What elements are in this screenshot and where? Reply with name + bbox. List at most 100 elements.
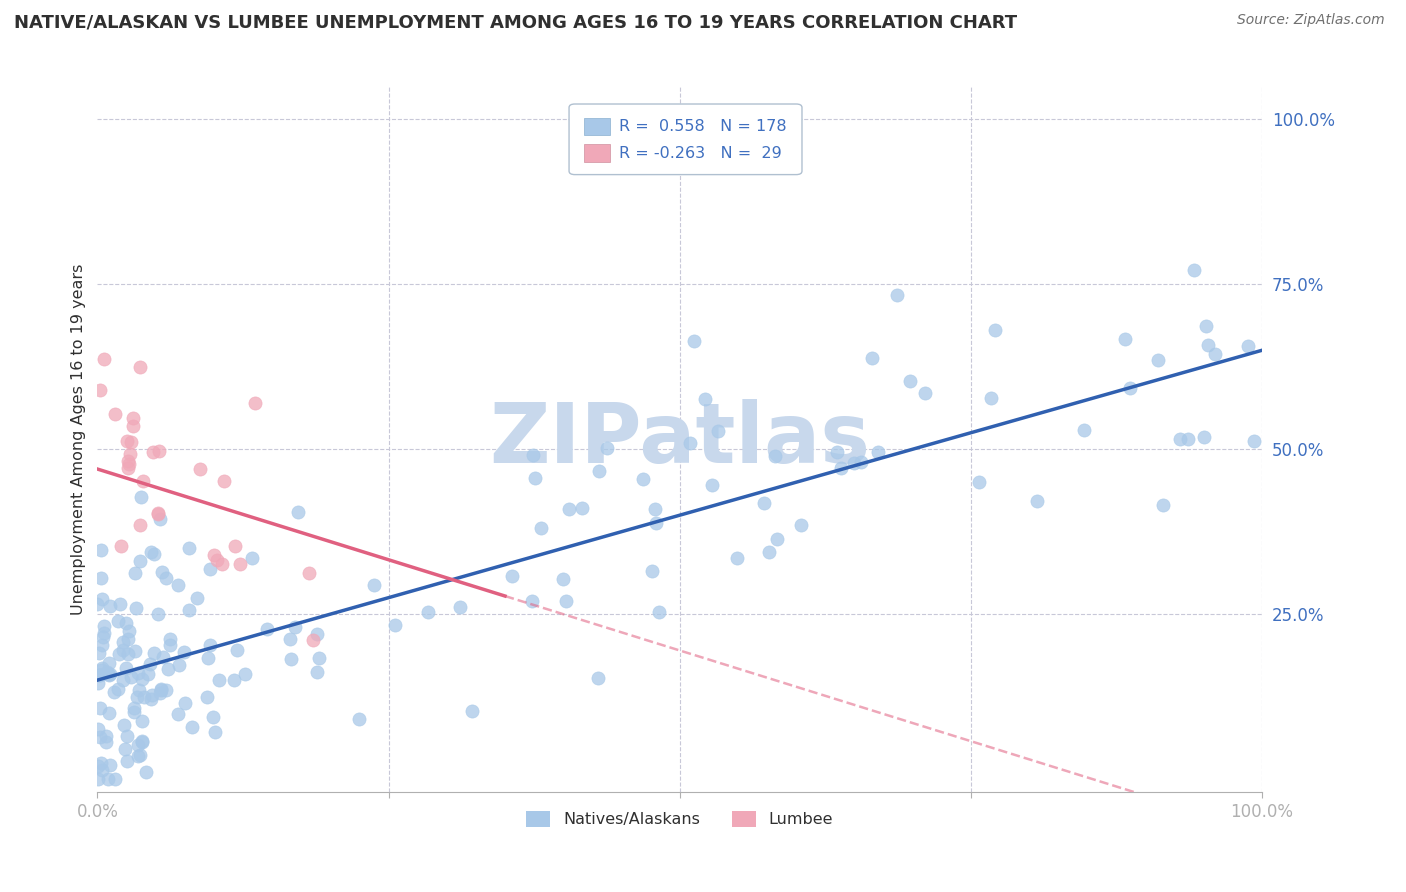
Point bbox=[842, 456, 865, 470]
Point bbox=[200, 639, 222, 653]
Point bbox=[115, 754, 138, 768]
Point bbox=[87, 667, 110, 681]
Point bbox=[633, 472, 655, 486]
Point bbox=[108, 647, 131, 661]
Point bbox=[87, 759, 110, 773]
Point bbox=[827, 445, 849, 459]
Point bbox=[127, 739, 149, 753]
Point bbox=[104, 772, 127, 786]
Point bbox=[122, 411, 145, 425]
Point bbox=[87, 676, 110, 690]
Point bbox=[138, 657, 160, 671]
Point bbox=[174, 696, 197, 710]
Point bbox=[131, 734, 153, 748]
Point bbox=[520, 594, 543, 608]
Point bbox=[180, 720, 202, 734]
Point bbox=[898, 374, 921, 388]
Point bbox=[150, 565, 173, 579]
Point bbox=[522, 448, 544, 462]
Point bbox=[179, 603, 201, 617]
Point bbox=[96, 665, 118, 679]
Point bbox=[86, 597, 108, 611]
Point bbox=[118, 457, 141, 471]
Point bbox=[125, 690, 148, 705]
Point bbox=[98, 668, 121, 682]
Point bbox=[129, 518, 152, 533]
Point bbox=[278, 632, 301, 647]
Point bbox=[108, 598, 131, 612]
Point bbox=[256, 622, 278, 636]
Point bbox=[555, 594, 578, 608]
Point bbox=[595, 441, 617, 455]
Point bbox=[980, 392, 1002, 406]
Point bbox=[1192, 430, 1215, 444]
Point bbox=[94, 729, 117, 743]
Point bbox=[127, 748, 149, 763]
Point bbox=[648, 605, 671, 619]
Point bbox=[114, 661, 136, 675]
Point bbox=[159, 638, 181, 652]
Point bbox=[298, 566, 321, 580]
Point bbox=[120, 434, 142, 449]
Point bbox=[530, 521, 553, 535]
Point bbox=[524, 471, 547, 485]
Point bbox=[830, 460, 852, 475]
Point bbox=[588, 671, 610, 685]
Point bbox=[167, 658, 190, 673]
Point bbox=[197, 650, 219, 665]
Point bbox=[195, 690, 218, 704]
Point bbox=[89, 701, 111, 715]
Point bbox=[110, 539, 132, 553]
Point bbox=[700, 477, 723, 491]
Point bbox=[201, 710, 224, 724]
Point bbox=[204, 725, 226, 739]
Text: NATIVE/ALASKAN VS LUMBEE UNEMPLOYMENT AMONG AGES 16 TO 19 YEARS CORRELATION CHAR: NATIVE/ALASKAN VS LUMBEE UNEMPLOYMENT AM… bbox=[14, 13, 1017, 31]
Point bbox=[86, 772, 108, 786]
Point bbox=[588, 464, 610, 478]
Point bbox=[1073, 423, 1095, 437]
Point bbox=[98, 667, 121, 681]
Point bbox=[707, 424, 730, 438]
Point bbox=[914, 385, 936, 400]
Point bbox=[644, 501, 666, 516]
Point bbox=[90, 763, 112, 777]
Point bbox=[212, 474, 235, 488]
Point bbox=[1204, 347, 1226, 361]
Point bbox=[644, 516, 666, 530]
FancyBboxPatch shape bbox=[583, 118, 610, 136]
Point bbox=[1026, 494, 1049, 508]
Point bbox=[1237, 339, 1260, 353]
Text: R =  0.558   N = 178: R = 0.558 N = 178 bbox=[619, 120, 787, 134]
Point bbox=[305, 665, 328, 680]
Point bbox=[114, 741, 136, 756]
Point bbox=[135, 765, 157, 780]
Point bbox=[1152, 498, 1174, 512]
Point bbox=[245, 396, 267, 410]
Point bbox=[127, 666, 149, 681]
Point bbox=[240, 551, 263, 566]
Point bbox=[1197, 338, 1219, 352]
Point bbox=[122, 701, 145, 715]
Point bbox=[107, 614, 129, 628]
Point bbox=[142, 444, 165, 458]
Point bbox=[222, 673, 245, 687]
Point bbox=[98, 657, 121, 671]
Point bbox=[177, 541, 200, 555]
Text: Source: ZipAtlas.com: Source: ZipAtlas.com bbox=[1237, 13, 1385, 28]
Point bbox=[849, 454, 872, 468]
Point bbox=[159, 632, 181, 646]
Point bbox=[553, 572, 575, 586]
Point bbox=[228, 557, 250, 571]
Point bbox=[1168, 433, 1191, 447]
Point bbox=[149, 511, 172, 525]
Point bbox=[128, 682, 150, 697]
Point bbox=[117, 632, 139, 647]
Point bbox=[141, 689, 163, 703]
Point bbox=[121, 419, 143, 434]
Point bbox=[129, 359, 152, 374]
Point bbox=[129, 490, 152, 504]
Point bbox=[155, 571, 177, 585]
Point bbox=[149, 681, 172, 696]
Point bbox=[1243, 434, 1265, 448]
Text: R = -0.263   N =  29: R = -0.263 N = 29 bbox=[619, 145, 782, 161]
